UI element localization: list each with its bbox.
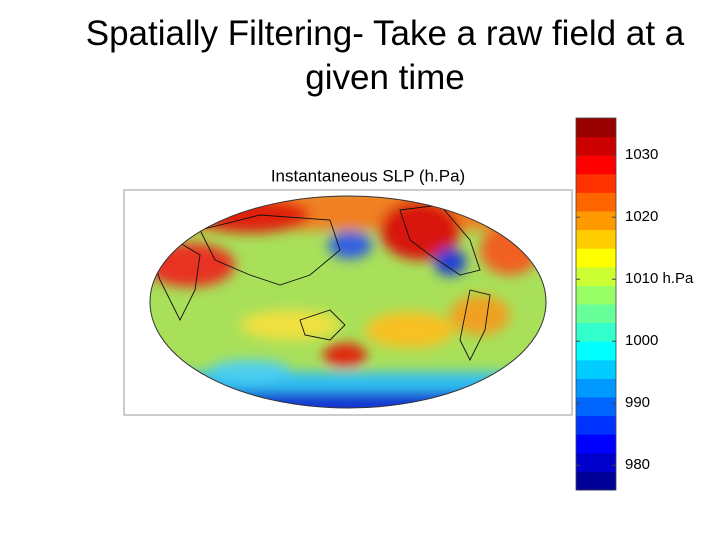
colorbar-band — [576, 285, 616, 305]
colorbar-tick-label: 980 — [625, 456, 650, 473]
colorbar: 980 990 1000 1010 h.Pa 1020 1030 — [575, 117, 694, 491]
colorbar-band — [576, 136, 616, 156]
colorbar-tick-label: 1010 h.Pa — [625, 270, 694, 287]
colorbar-band — [576, 248, 616, 268]
map-outline — [149, 195, 547, 409]
colorbar-band — [576, 304, 616, 324]
colorbar-band — [576, 192, 616, 212]
colorbar-band — [576, 173, 616, 193]
colorbar-band — [576, 322, 616, 342]
colorbar-band — [576, 397, 616, 417]
colorbar-tick-label: 1000 — [625, 332, 658, 349]
colorbar-band — [576, 434, 616, 454]
colorbar-tick-label: 990 — [625, 394, 650, 411]
colorbar-band — [576, 378, 616, 398]
colorbar-band — [576, 211, 616, 231]
colorbar-band — [576, 471, 616, 491]
colorbar-band — [576, 341, 616, 361]
colorbar-band — [576, 118, 616, 138]
colorbar-band — [576, 266, 616, 286]
map-label: Instantaneous SLP (h.Pa) — [271, 166, 465, 185]
colorbar-tick-label: 1030 — [625, 146, 658, 163]
colorbar-band — [576, 452, 616, 472]
colorbar-frame — [575, 117, 617, 491]
colorbar-tick-label: 1020 — [625, 208, 658, 225]
colorbar-band — [576, 359, 616, 379]
colorbar-band — [576, 155, 616, 175]
colorbar-band — [576, 415, 616, 435]
slide-title: Spatially Filtering- Take a raw field at… — [40, 12, 720, 100]
title-text: Spatially Filtering- Take a raw field at… — [85, 14, 685, 97]
colorbar-band — [576, 229, 616, 249]
